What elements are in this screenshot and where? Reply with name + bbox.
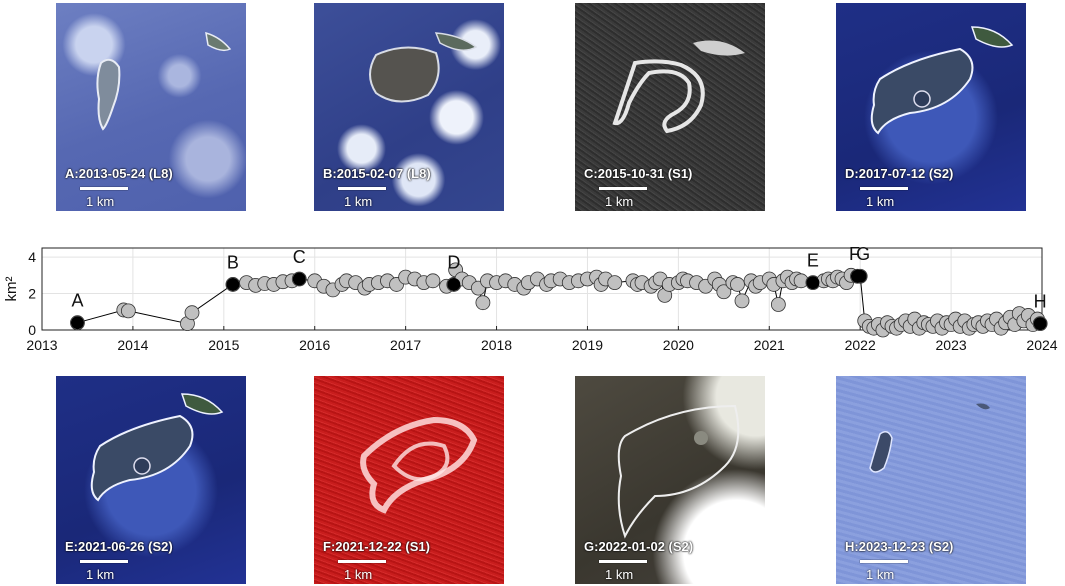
scale-bar <box>80 560 128 563</box>
scale-label: 1 km <box>86 567 115 582</box>
x-tick-label: 2013 <box>26 337 57 353</box>
x-tick-label: 2016 <box>299 337 330 353</box>
x-axis: 2013 2014 2015 2016 2017 2018 2019 2020 2021 2022… <box>26 326 1058 353</box>
area-timeseries-chart: 0 2 4 2013 2014 2015 2016 2017 2018 2019 2020 2021… <box>3 244 1058 353</box>
x-tick-label: 2015 <box>208 337 239 353</box>
x-tick-label: 2019 <box>572 337 603 353</box>
point-label: D <box>447 252 460 272</box>
satellite-image <box>836 376 1026 584</box>
island-shape <box>870 26 1014 135</box>
highlighted-point <box>447 277 461 291</box>
satellite-image <box>575 3 765 211</box>
scale-bar <box>338 187 386 190</box>
y-axis-label: km² <box>3 277 20 302</box>
highlighted-point <box>1033 317 1047 331</box>
y-tick-label: 2 <box>28 286 36 302</box>
island-shape <box>96 31 232 131</box>
scale-label: 1 km <box>866 567 895 582</box>
panel-caption: E:2021-06-26 (S2) <box>65 539 173 554</box>
point-label: C <box>293 247 306 267</box>
y-axis: 0 2 4 <box>28 249 36 338</box>
panel-caption: B:2015-02-07 (L8) <box>323 166 431 181</box>
satellite-panel-e: E:2021-06-26 (S2) 1 km <box>56 376 246 584</box>
panel-caption: F:2021-12-22 (S1) <box>323 539 430 554</box>
scale-bar <box>860 560 908 563</box>
island-shape <box>360 416 478 514</box>
x-tick-label: 2020 <box>663 337 694 353</box>
highlighted-point <box>853 269 867 283</box>
panel-caption: D:2017-07-12 (S2) <box>845 166 954 181</box>
island-shape <box>869 403 990 473</box>
island-shape <box>90 393 224 502</box>
satellite-panel-a: A:2013-05-24 (L8) 1 km <box>56 3 246 211</box>
plot-frame <box>41 247 1043 331</box>
satellite-panel-d: D:2017-07-12 (S2) 1 km <box>836 3 1026 211</box>
scale-label: 1 km <box>866 194 895 209</box>
scale-bar <box>338 560 386 563</box>
scale-label: 1 km <box>344 194 373 209</box>
y-tick-label: 4 <box>28 249 36 265</box>
scale-label: 1 km <box>344 567 373 582</box>
scale-label: 1 km <box>605 567 634 582</box>
point-label: H <box>1034 292 1047 312</box>
point-label: F <box>849 244 860 264</box>
satellite-panel-g: G:2022-01-02 (S2) 1 km <box>575 376 765 584</box>
island-shape <box>617 404 740 539</box>
data-point <box>607 275 623 291</box>
panel-caption: H:2023-12-23 (S2) <box>845 539 954 554</box>
x-tick-label: 2023 <box>936 337 967 353</box>
scale-bar <box>80 187 128 190</box>
island-shape <box>612 40 745 134</box>
scale-bar <box>860 187 908 190</box>
point-label: E <box>807 251 819 271</box>
x-tick-label: 2021 <box>754 337 785 353</box>
point-label: A <box>71 291 83 311</box>
data-point <box>770 297 786 312</box>
satellite-image <box>575 376 765 584</box>
satellite-panel-b: B:2015-02-07 (L8) 1 km <box>314 3 504 211</box>
x-tick-label: 2022 <box>845 337 876 353</box>
data-points <box>70 262 1048 338</box>
data-point <box>120 303 136 319</box>
point-label: G <box>856 244 870 264</box>
highlighted-point <box>70 316 84 330</box>
y-tick-label: 0 <box>28 322 36 338</box>
island-shape <box>369 32 478 103</box>
highlighted-point <box>226 277 240 291</box>
x-tick-label: 2024 <box>1026 337 1057 353</box>
point-label: B <box>227 252 239 272</box>
highlighted-point <box>292 272 306 286</box>
data-point <box>734 293 750 309</box>
satellite-panel-f: F:2021-12-22 (S1) 1 km <box>314 376 504 584</box>
panel-caption: C:2015-10-31 (S1) <box>584 166 693 181</box>
x-tick-label: 2017 <box>390 337 421 353</box>
data-point <box>730 277 745 292</box>
data-point <box>716 284 732 300</box>
data-point <box>184 305 200 321</box>
satellite-image <box>314 376 504 584</box>
x-tick-label: 2018 <box>481 337 512 353</box>
scale-bar <box>599 187 647 190</box>
data-point <box>475 295 491 311</box>
panel-caption: G:2022-01-02 (S2) <box>584 539 694 554</box>
x-tick-label: 2014 <box>117 337 148 353</box>
highlighted-point <box>806 276 820 290</box>
satellite-image <box>314 3 504 211</box>
satellite-panel-h: H:2023-12-23 (S2) 1 km <box>836 376 1026 584</box>
scale-label: 1 km <box>86 194 115 209</box>
data-point <box>425 273 441 289</box>
satellite-panel-c: C:2015-10-31 (S1) 1 km <box>575 3 765 211</box>
panel-caption: A:2013-05-24 (L8) <box>65 166 173 181</box>
scale-bar <box>599 560 647 563</box>
scale-label: 1 km <box>605 194 634 209</box>
highlighted-points: A B C D E FG H <box>70 244 1047 331</box>
